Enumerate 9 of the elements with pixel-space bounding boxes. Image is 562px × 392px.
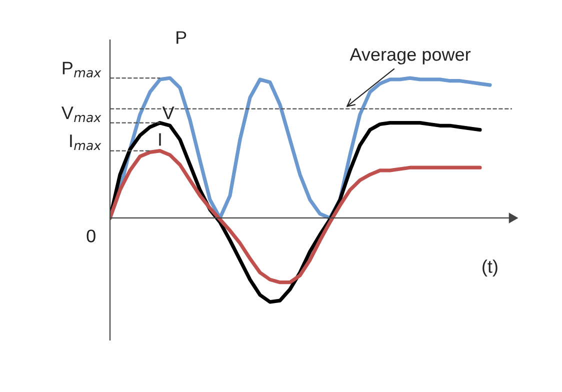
series-label: V: [162, 106, 174, 120]
series-label: P: [176, 31, 186, 44]
text: 0: [86, 230, 96, 242]
series-label: I: [159, 133, 161, 146]
ref-line-label: Average power: [350, 48, 471, 64]
ref-line-label: I$_{max}$: [70, 134, 102, 150]
ref-line-label: V$_{max}$: [61, 106, 102, 122]
annotation: (t): [482, 260, 498, 276]
ref-line-label: P$_{max}$: [62, 62, 102, 78]
